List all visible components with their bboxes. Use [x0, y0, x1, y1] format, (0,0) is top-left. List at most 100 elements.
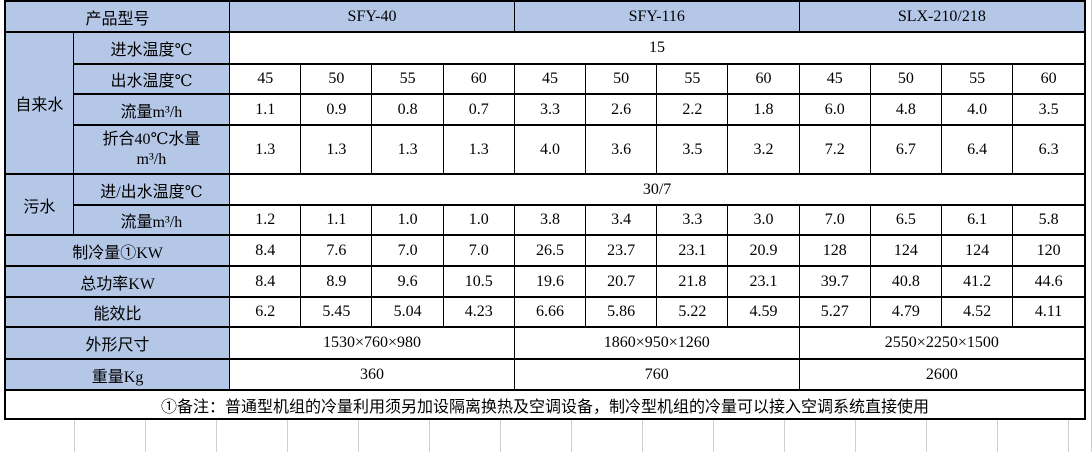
data-cell: 8.9 [300, 265, 373, 298]
data-cell: 3.8 [513, 204, 587, 236]
row-label-inlet-temp: 进水温度℃ [72, 31, 231, 65]
data-cell: 7.0 [371, 234, 444, 267]
table-row: 污水 进/出水温度℃ 30/7 [4, 173, 1086, 236]
data-cell: 2.6 [585, 93, 658, 126]
table-row: ①备注：普通型机组的冷量利用须另加设隔离换热及空调设备，制冷型机组的冷量可以接入… [4, 389, 1086, 420]
data-cell: 2.2 [656, 93, 729, 126]
row-label-cooling-capacity: 制冷量①KW [4, 234, 231, 267]
table-row: 自来水 进水温度℃ 15 [4, 31, 1086, 175]
data-cell: 1.2 [229, 204, 302, 236]
weight-slx210-218: 2600 [798, 358, 1086, 391]
data-cell: 3.5 [656, 124, 729, 175]
data-cell: 50 [585, 63, 658, 95]
data-cell: 4.79 [869, 296, 943, 328]
data-cell: 5.27 [798, 296, 871, 328]
data-cell: 8.4 [229, 265, 302, 298]
data-cell: 7.0 [798, 204, 871, 236]
data-cell: 55 [656, 63, 729, 95]
row-label-total-power: 总功率KW [4, 265, 231, 298]
data-cell: 4.59 [727, 296, 800, 328]
row-label-cop: 能效比 [4, 296, 231, 328]
data-cell: 4.0 [513, 124, 587, 175]
data-cell: 5.22 [656, 296, 729, 328]
data-cell: 10.5 [442, 265, 515, 298]
dimensions-sfy116: 1860×950×1260 [513, 326, 800, 360]
data-cell: 26.5 [513, 234, 587, 267]
sewage-temp-value: 30/7 [229, 173, 1086, 206]
equiv-label-line1: 折合40℃水量 [102, 130, 201, 148]
data-cell: 41.2 [941, 265, 1014, 298]
data-cell: 6.1 [941, 204, 1014, 236]
table-row: 总功率KW 8.4 8.9 9.6 10.5 19.6 20.7 21.8 23… [4, 265, 1086, 298]
weight-sfy40: 360 [229, 358, 515, 391]
data-cell: 0.9 [300, 93, 373, 126]
data-cell: 4.0 [941, 93, 1014, 126]
row-label-weight: 重量Kg [4, 358, 231, 391]
data-cell: 1.3 [371, 124, 444, 175]
data-cell: 124 [941, 234, 1014, 267]
table-row: 外形尺寸 1530×760×980 1860×950×1260 2550×225… [4, 326, 1086, 360]
table-row: 流量m³/h 1.2 1.1 1.0 1.0 3.8 3.4 3.3 3.0 7… [5, 204, 1086, 236]
data-cell: 6.3 [1012, 124, 1086, 175]
row-label-sewage-flow: 流量m³/h [72, 204, 231, 236]
data-cell: 6.0 [798, 93, 871, 126]
data-cell: 5.86 [585, 296, 658, 328]
data-cell: 4.23 [442, 296, 515, 328]
data-cell: 3.3 [656, 204, 729, 236]
data-cell: 45 [513, 63, 587, 95]
data-cell: 60 [442, 63, 515, 95]
product-model-header: 产品型号 [4, 0, 231, 33]
data-cell: 1.3 [300, 124, 373, 175]
row-label-dimensions: 外形尺寸 [4, 326, 231, 360]
data-cell: 44.6 [1012, 265, 1086, 298]
grid-margin-left [0, 0, 4, 452]
data-cell: 8.4 [229, 234, 302, 267]
model-header-sfy40: SFY-40 [229, 0, 515, 33]
data-cell: 40.8 [869, 265, 943, 298]
weight-sfy116: 760 [513, 358, 800, 391]
data-cell: 128 [798, 234, 871, 267]
data-cell: 3.0 [727, 204, 800, 236]
data-cell: 23.7 [585, 234, 658, 267]
grid-margin-bottom [4, 420, 1086, 452]
data-cell: 3.3 [513, 93, 587, 126]
model-header-sfy116: SFY-116 [513, 0, 800, 33]
data-cell: 60 [727, 63, 800, 95]
table-row: 能效比 6.2 5.45 5.04 4.23 6.66 5.86 5.22 4.… [4, 296, 1086, 328]
data-cell: 3.2 [727, 124, 800, 175]
grid-margin-right [1086, 0, 1092, 452]
data-cell: 1.1 [300, 204, 373, 236]
data-cell: 50 [300, 63, 373, 95]
data-cell: 5.04 [371, 296, 444, 328]
data-cell: 4.8 [869, 93, 943, 126]
data-cell: 60 [1012, 63, 1086, 95]
data-cell: 20.9 [727, 234, 800, 267]
data-cell: 7.0 [442, 234, 515, 267]
data-cell: 0.8 [371, 93, 444, 126]
row-label-sewage-temp: 进/出水温度℃ [72, 173, 231, 206]
table-row: 产品型号 SFY-40 SFY-116 SLX-210/218 [4, 0, 1086, 33]
data-cell: 0.7 [442, 93, 515, 126]
model-header-slx210-218: SLX-210/218 [798, 0, 1086, 33]
data-cell: 3.5 [1012, 93, 1086, 126]
data-cell: 23.1 [656, 234, 729, 267]
data-cell: 9.6 [371, 265, 444, 298]
data-cell: 3.6 [585, 124, 658, 175]
data-cell: 124 [869, 234, 943, 267]
row-label-outlet-temp: 出水温度℃ [72, 63, 231, 95]
group-label-sewage: 污水 [4, 173, 74, 236]
data-cell: 1.3 [442, 124, 515, 175]
data-cell: 1.0 [371, 204, 444, 236]
data-cell: 1.8 [727, 93, 800, 126]
data-cell: 5.45 [300, 296, 373, 328]
data-cell: 23.1 [727, 265, 800, 298]
data-cell: 7.6 [300, 234, 373, 267]
table-row: 折合40℃水量 m³/h 1.3 1.3 1.3 1.3 4.0 3.6 3.5… [5, 124, 1086, 175]
data-cell: 6.2 [229, 296, 302, 328]
row-label-tap-flow: 流量m³/h [72, 93, 231, 126]
row-label-equiv-volume: 折合40℃水量 m³/h [72, 124, 231, 175]
data-cell: 1.3 [229, 124, 302, 175]
table-row: 流量m³/h 1.1 0.9 0.8 0.7 3.3 2.6 2.2 1.8 6… [5, 93, 1086, 126]
product-spec-table: 产品型号 SFY-40 SFY-116 SLX-210/218 自来水 进水温度… [4, 0, 1086, 420]
